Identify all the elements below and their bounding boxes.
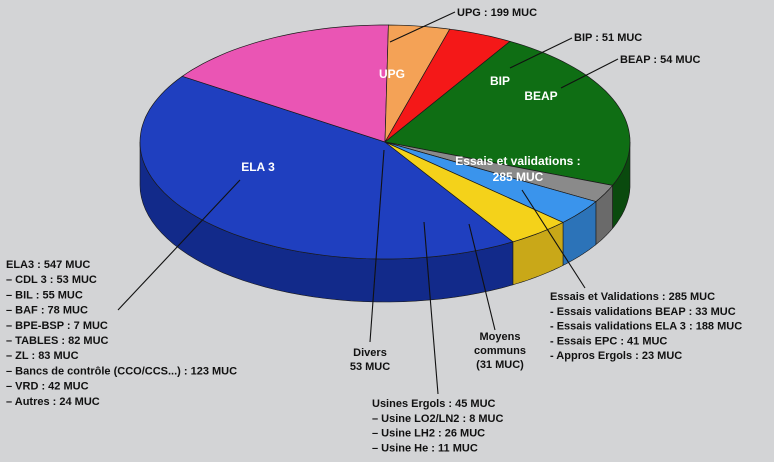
ela3-breakdown: ELA3 : 547 MUC – CDL 3 : 53 MUC – BIL : 55… [6,259,237,408]
divers-label-2: 53 MUC [350,361,390,373]
ela3-breakdown-line-2: – BIL : 55 MUC [6,289,83,301]
moyens-label-1: Moyens [480,331,521,343]
beap-label: BEAP : 54 MUC [620,54,701,66]
leader-usines [423,221,439,395]
bip-inner-label: BIP [490,74,510,88]
beap-inner-label: BEAP [524,89,557,103]
upg-inner-label: UPG [379,67,405,81]
ela3-breakdown-line-4: – BPE-BSP : 7 MUC [6,320,108,332]
essais-breakdown: Essais et Validations : 285 MUC - Essais … [550,291,742,362]
ela3-breakdown-line-7: – Bancs de contrôle (CCO/CCS...) : 123 M… [6,365,237,377]
ela3-breakdown-line-8: – VRD : 42 MUC [6,381,89,393]
ela3-breakdown-line-1: – CDL 3 : 53 MUC [6,274,97,286]
leader-divers [369,149,385,343]
slice-upg [181,24,389,143]
essais-breakdown-line-2: - Essais validations ELA 3 : 188 MUC [550,321,742,333]
slice-beap [384,28,511,143]
leader-bip [509,37,573,69]
slice-moyens-communs [384,141,614,202]
usines-breakdown-line-0: Usines Ergols : 45 MUC [372,398,496,410]
usines-breakdown-line-2: – Usine LH2 : 26 MUC [372,428,485,440]
ela3-breakdown-line-6: – ZL : 83 MUC [6,350,79,362]
slice-ela-3 [139,75,514,260]
moyens-label-2: communs [474,345,526,357]
slice-bip [384,24,451,143]
ela3-inner-label: ELA 3 [241,160,275,174]
usines-breakdown-line-3: – Usine He : 11 MUC [372,442,478,454]
ela3-breakdown-line-9: – Autres : 24 MUC [6,396,100,408]
bip-label: BIP : 51 MUC [574,32,642,44]
essais-breakdown-line-3: - Essais EPC : 41 MUC [550,335,667,347]
leader-essais [521,189,586,289]
essais-breakdown-line-4: - Appros Ergols : 23 MUC [550,350,682,362]
slice-usines-ergols [384,141,597,223]
divers-label-1: Divers [353,347,387,359]
slice-divers [384,141,564,243]
leader-beap [560,58,619,89]
leader-ela3 [117,179,241,311]
moyens-label-3: (31 MUC) [476,359,524,371]
ela3-breakdown-line-5: – TABLES : 82 MUC [6,335,109,347]
leader-upg [389,11,456,43]
essais-inner-label-2: 285 MUC [493,170,544,184]
ela3-breakdown-line-3: – BAF : 78 MUC [6,305,88,317]
upg-label: UPG : 199 MUC [457,7,537,19]
usines-breakdown: Usines Ergols : 45 MUC – Usine LO2/LN2 : … [372,398,503,454]
slice-essais-et-validations [384,41,631,186]
essais-breakdown-line-1: - Essais validations BEAP : 33 MUC [550,306,736,318]
leader-moyens [468,223,496,331]
ela3-breakdown-line-0: ELA3 : 547 MUC [6,259,90,271]
essais-inner-label-1: Essais et validations : [455,154,580,168]
usines-breakdown-line-1: – Usine LO2/LN2 : 8 MUC [372,413,503,425]
essais-breakdown-line-0: Essais et Validations : 285 MUC [550,291,715,303]
